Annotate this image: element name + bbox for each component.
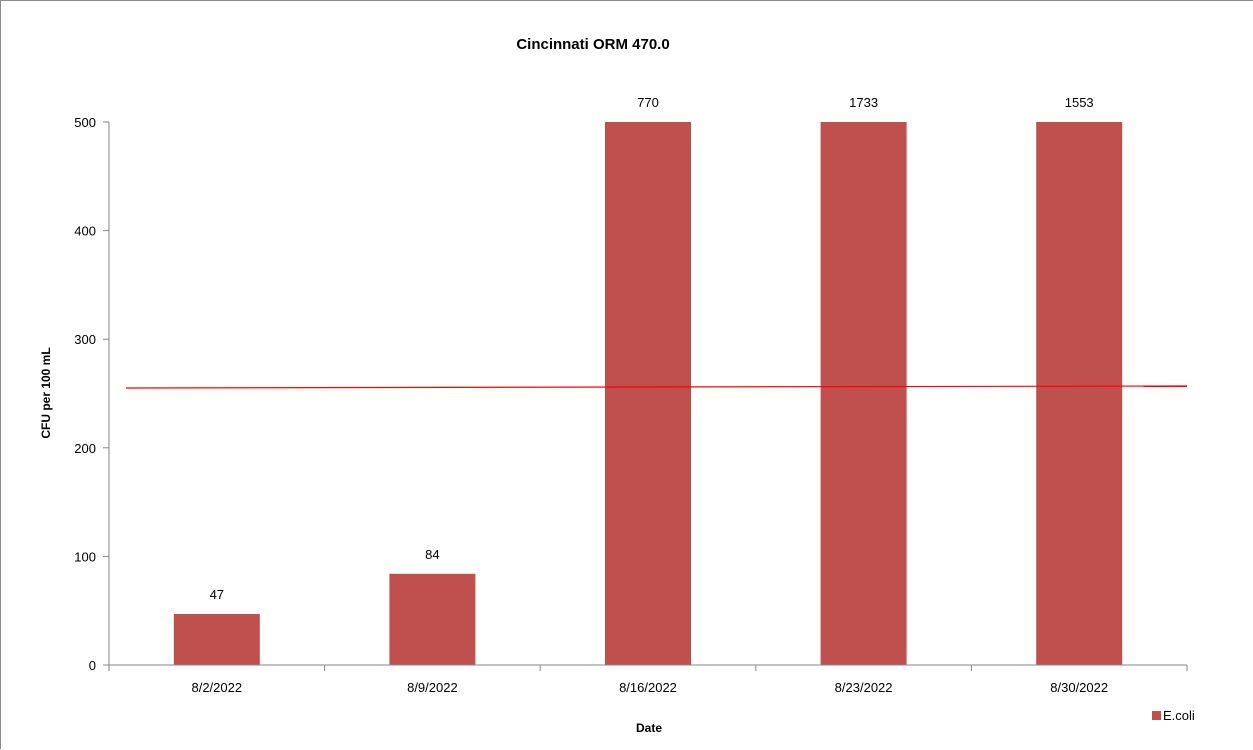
y-tick-label: 400 <box>74 224 96 239</box>
y-tick-label: 0 <box>89 658 96 673</box>
x-tick-label: 8/16/2022 <box>619 680 677 695</box>
reference-line <box>125 385 1188 389</box>
x-axis: 8/2/2022 8/9/2022 8/16/2022 8/23/2022 8/30/2… <box>103 664 1188 695</box>
bar-series: 47 84 770 1733 1553 <box>173 95 1123 665</box>
y-tick-label: 500 <box>74 115 96 130</box>
data-label: 1733 <box>849 95 878 110</box>
legend-label: E.coli <box>1163 708 1195 723</box>
y-tick-label: 100 <box>74 549 96 564</box>
data-label: 1553 <box>1065 95 1094 110</box>
x-tick-label: 8/23/2022 <box>835 680 893 695</box>
y-tick-label: 200 <box>74 441 96 456</box>
y-axis-title: CFU per 100 mL <box>39 347 53 438</box>
data-label: 84 <box>425 547 439 562</box>
bar <box>389 573 476 665</box>
bar <box>820 122 907 665</box>
x-axis-title: Date <box>636 721 662 735</box>
bar <box>1036 122 1123 665</box>
bar <box>173 613 260 665</box>
y-axis: 0 100 200 300 400 500 <box>74 115 110 673</box>
x-tick-label: 8/30/2022 <box>1050 680 1108 695</box>
chart-title: Cincinnati ORM 470.0 <box>516 36 669 53</box>
x-tick-label: 8/9/2022 <box>407 680 458 695</box>
data-label: 47 <box>210 587 224 602</box>
x-tick-label: 8/2/2022 <box>191 680 242 695</box>
legend-swatch <box>1152 711 1161 720</box>
reference-line-group <box>125 385 1188 389</box>
y-tick-label: 300 <box>74 332 96 347</box>
legend: E.coli <box>1152 708 1195 723</box>
bar <box>605 122 691 665</box>
data-label: 770 <box>637 95 659 110</box>
